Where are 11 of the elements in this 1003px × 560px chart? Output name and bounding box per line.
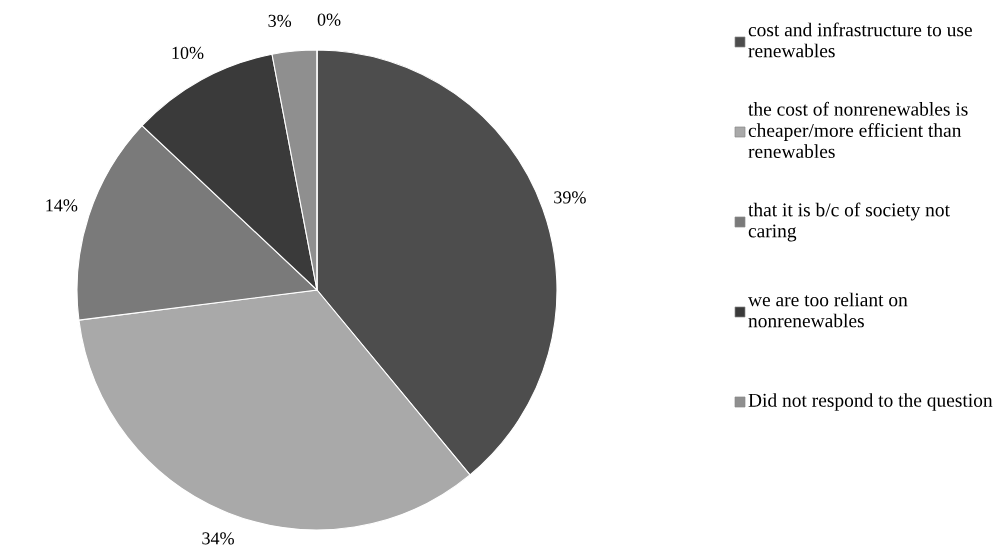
data-label: 34% (202, 532, 234, 545)
legend-label: cost and infrastructure to use renewables (748, 22, 972, 58)
legend-label: we are too reliant on nonrenewables (748, 292, 908, 328)
data-label: 39% (554, 191, 586, 204)
data-label: 10% (172, 46, 204, 60)
legend-label: that it is b/c of society not caring (748, 202, 950, 242)
data-label: 3% (268, 14, 292, 27)
data-label: 14% (46, 199, 78, 212)
legend-label: the cost of nonrenewables is cheaper/more efficient than renewables (748, 101, 968, 158)
text: 0% (317, 13, 341, 26)
legend-label: Did not respond to the question (748, 393, 993, 411)
